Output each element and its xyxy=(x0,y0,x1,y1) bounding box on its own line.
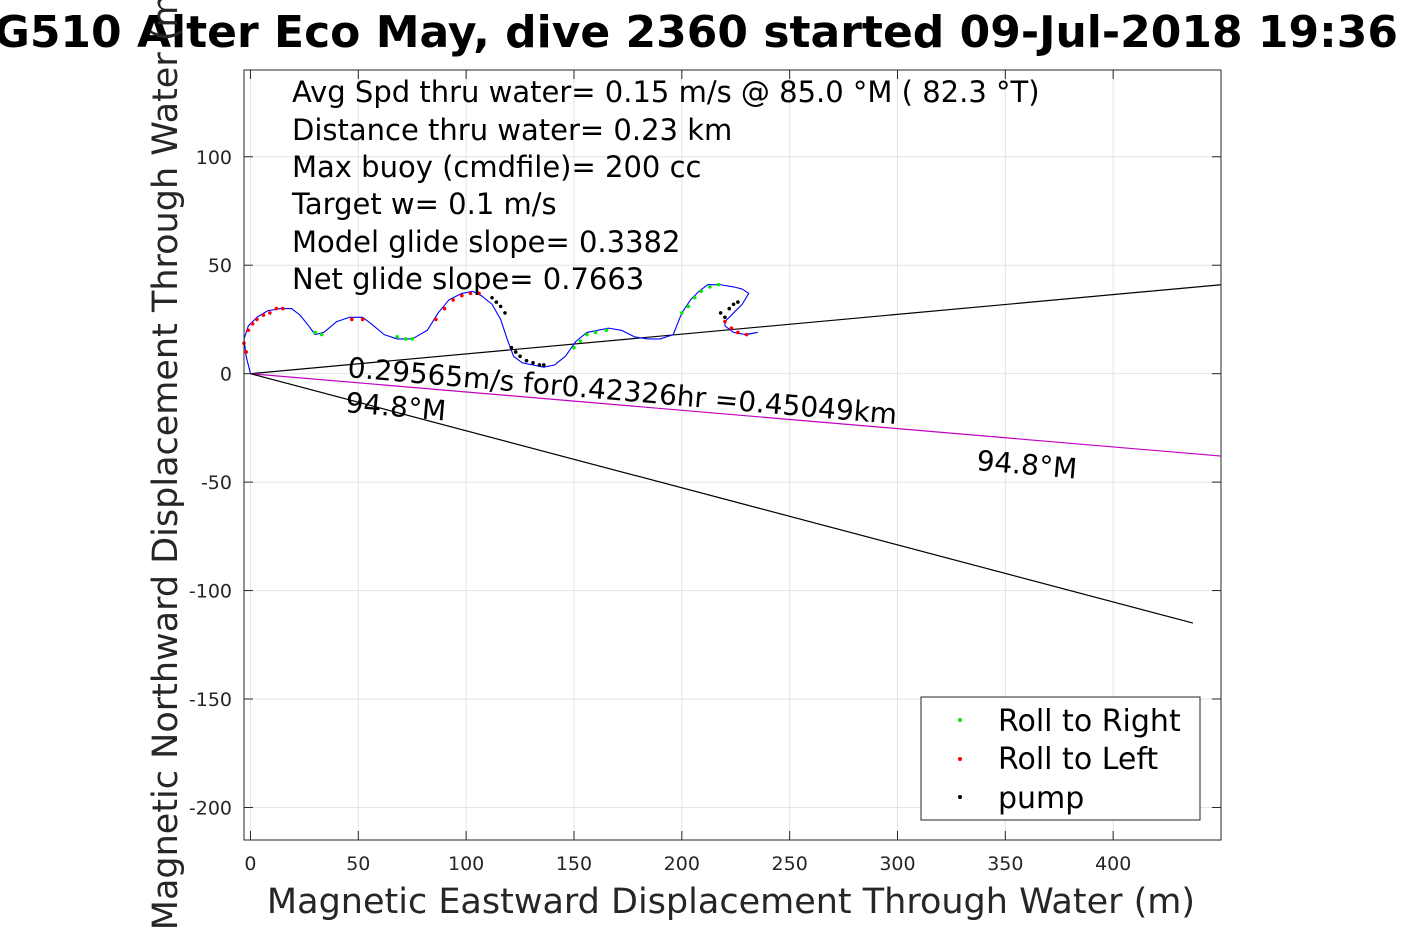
marker-roll-to-left xyxy=(250,321,255,326)
marker-roll-to-right xyxy=(716,282,721,287)
marker-roll-to-right xyxy=(680,311,684,315)
marker-pump xyxy=(513,350,518,354)
x-tick-label: 400 xyxy=(1095,853,1131,875)
marker-pump xyxy=(531,361,535,365)
axis-ticks xyxy=(244,70,1221,840)
marker-roll-to-right xyxy=(692,295,697,300)
marker-roll-to-left xyxy=(744,332,749,337)
legend: Roll to Right Roll to Left pump xyxy=(920,696,1201,821)
marker-pump xyxy=(727,306,732,311)
glider-track-line xyxy=(243,284,758,374)
marker-roll-to-left xyxy=(261,313,266,317)
x-axis-label: Magnetic Eastward Displacement Through W… xyxy=(267,882,1195,922)
marker-roll-to-left xyxy=(723,319,727,324)
chart-title: SG510 Alter Eco May, dive 2360 started 0… xyxy=(0,7,1398,58)
info-line-net-glide: Net glide slope= 0.7663 xyxy=(292,262,644,296)
reference-lines xyxy=(250,284,1222,624)
marker-roll-to-left xyxy=(460,293,464,298)
marker-roll-to-right xyxy=(578,339,583,343)
marker-roll-to-left xyxy=(360,317,365,322)
x-tick-label: 50 xyxy=(346,853,370,875)
marker-roll-to-right xyxy=(403,337,408,341)
marker-roll-to-left xyxy=(451,298,456,302)
x-tick-label: 100 xyxy=(448,853,484,875)
x-tick-label: 350 xyxy=(987,853,1023,875)
lower-bound-line xyxy=(250,373,1194,624)
y-tick-label: -100 xyxy=(189,581,232,603)
marker-pump xyxy=(524,358,529,363)
marker-roll-to-right xyxy=(593,330,598,335)
marker-pump xyxy=(537,363,542,367)
y-tick-label: 100 xyxy=(196,147,232,169)
marker-pump xyxy=(518,354,522,359)
x-tick-label: 150 xyxy=(556,853,592,875)
marker-roll-to-left xyxy=(274,306,279,311)
marker-series xyxy=(242,282,749,367)
upper-bound-line xyxy=(250,284,1222,375)
marker-roll-to-left xyxy=(268,311,272,315)
x-tick-label: 0 xyxy=(244,853,256,875)
marker-pump xyxy=(494,300,499,304)
marker-pump xyxy=(723,315,727,320)
marker-roll-to-right xyxy=(395,334,399,339)
marker-pump xyxy=(509,345,514,350)
marker-roll-to-right xyxy=(572,345,576,350)
info-line-target-w: Target w= 0.1 m/s xyxy=(291,187,557,221)
legend-marker-pump xyxy=(958,795,962,799)
info-line-buoy: Max buoy (cmdfile)= 200 cc xyxy=(292,150,701,184)
y-tick-label: 0 xyxy=(220,364,232,386)
marker-roll-to-right xyxy=(585,332,589,337)
marker-pump xyxy=(490,295,494,300)
marker-pump xyxy=(736,300,740,304)
marker-roll-to-right xyxy=(410,337,415,341)
marker-roll-to-right xyxy=(708,285,712,289)
marker-roll-to-right xyxy=(686,304,691,309)
x-tick-labels: 0 50 100 150 200 250 300 350 400 xyxy=(244,853,1131,875)
marker-roll-to-right xyxy=(604,328,609,333)
marker-roll-to-left xyxy=(255,317,259,322)
marker-roll-to-right xyxy=(313,330,317,335)
x-tick-label: 250 xyxy=(772,853,808,875)
marker-pump xyxy=(718,311,723,315)
marker-pump xyxy=(503,311,507,315)
marker-roll-to-left xyxy=(244,350,248,354)
y-tick-label: -150 xyxy=(189,689,232,711)
legend-box xyxy=(920,696,1201,821)
marker-pump xyxy=(498,304,503,309)
marker-roll-to-right xyxy=(319,332,324,337)
y-tick-label: -50 xyxy=(201,472,232,494)
marker-roll-to-left xyxy=(468,291,473,296)
legend-label-pump: pump xyxy=(998,781,1084,816)
info-line-speed: Avg Spd thru water= 0.15 m/s @ 85.0 °M (… xyxy=(292,75,1040,109)
legend-marker-roll-left xyxy=(958,757,962,761)
marker-roll-to-left xyxy=(736,330,740,335)
info-block: Avg Spd thru water= 0.15 m/s @ 85.0 °M (… xyxy=(291,75,1040,296)
marker-roll-to-left xyxy=(281,306,285,311)
marker-roll-to-left xyxy=(350,317,354,322)
marker-roll-to-left xyxy=(246,328,251,333)
x-tick-label: 300 xyxy=(879,853,915,875)
y-tick-labels: -200 -150 -100 -50 0 50 100 xyxy=(189,147,232,820)
info-line-model-glide: Model glide slope= 0.3382 xyxy=(292,225,680,259)
marker-roll-to-left xyxy=(729,326,734,330)
y-tick-label: -200 xyxy=(189,797,232,819)
marker-pump xyxy=(541,363,546,367)
marker-roll-to-right xyxy=(699,289,704,294)
marker-roll-to-left xyxy=(442,306,447,311)
heading-line xyxy=(250,373,1222,457)
track-series xyxy=(243,284,758,374)
marker-pump xyxy=(731,302,736,307)
y-tick-label: 50 xyxy=(208,255,232,277)
marker-roll-to-left xyxy=(434,317,438,322)
info-line-distance: Distance thru water= 0.23 km xyxy=(292,113,732,147)
y-axis-label: Magnetic Northward Displacement Through … xyxy=(146,0,186,930)
x-tick-label: 200 xyxy=(664,853,700,875)
marker-roll-to-left xyxy=(477,291,481,296)
legend-marker-roll-right xyxy=(958,718,962,722)
axes-frame xyxy=(243,69,1222,841)
legend-label-roll-right: Roll to Right xyxy=(998,704,1181,739)
legend-label-roll-left: Roll to Left xyxy=(998,742,1158,777)
